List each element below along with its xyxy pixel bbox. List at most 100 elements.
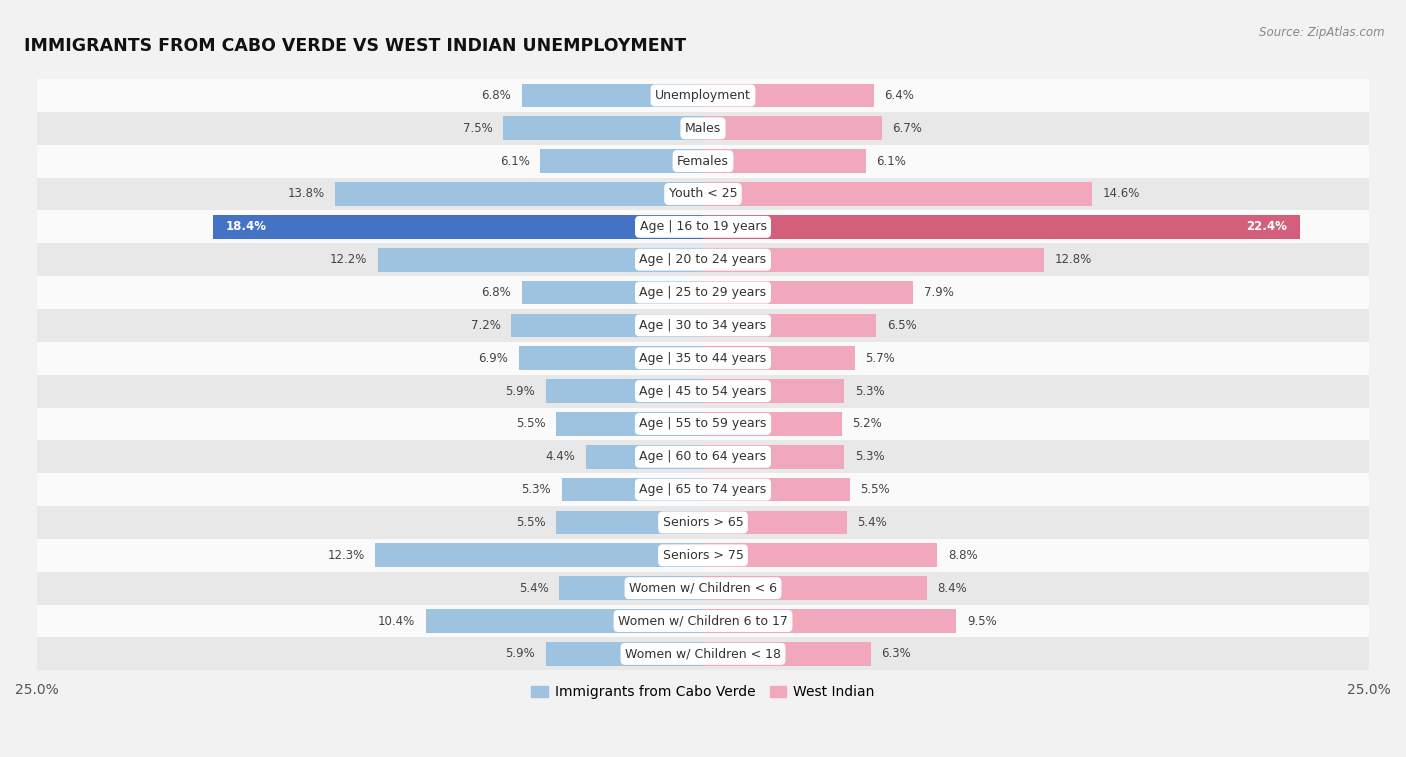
Bar: [375, 544, 703, 567]
Bar: [37, 210, 1369, 243]
Text: 6.1%: 6.1%: [501, 154, 530, 167]
Text: Seniors > 75: Seniors > 75: [662, 549, 744, 562]
Text: 6.9%: 6.9%: [478, 352, 509, 365]
Text: Youth < 25: Youth < 25: [669, 188, 737, 201]
Text: 5.5%: 5.5%: [860, 483, 890, 496]
Text: 12.2%: 12.2%: [330, 253, 367, 266]
Bar: [212, 215, 703, 238]
Bar: [37, 407, 1369, 441]
Bar: [546, 379, 703, 403]
Text: Women w/ Children 6 to 17: Women w/ Children 6 to 17: [619, 615, 787, 628]
Text: 5.9%: 5.9%: [505, 385, 536, 397]
Bar: [378, 248, 703, 272]
Text: 7.9%: 7.9%: [924, 286, 955, 299]
Bar: [586, 445, 703, 469]
Text: Age | 20 to 24 years: Age | 20 to 24 years: [640, 253, 766, 266]
Bar: [703, 478, 849, 501]
Bar: [512, 313, 703, 337]
Text: IMMIGRANTS FROM CABO VERDE VS WEST INDIAN UNEMPLOYMENT: IMMIGRANTS FROM CABO VERDE VS WEST INDIA…: [24, 37, 686, 55]
Bar: [703, 412, 842, 436]
Bar: [37, 441, 1369, 473]
Bar: [37, 539, 1369, 572]
Bar: [703, 642, 870, 665]
Text: 14.6%: 14.6%: [1102, 188, 1140, 201]
Text: 5.3%: 5.3%: [855, 385, 884, 397]
Bar: [522, 281, 703, 304]
Bar: [562, 478, 703, 501]
Bar: [37, 605, 1369, 637]
Bar: [703, 117, 882, 140]
Text: 5.5%: 5.5%: [516, 417, 546, 431]
Bar: [560, 576, 703, 600]
Text: 5.9%: 5.9%: [505, 647, 536, 660]
Text: 22.4%: 22.4%: [1246, 220, 1286, 233]
Bar: [546, 642, 703, 665]
Bar: [557, 412, 703, 436]
Bar: [37, 506, 1369, 539]
Bar: [703, 511, 846, 534]
Text: Women w/ Children < 6: Women w/ Children < 6: [628, 581, 778, 595]
Text: Age | 30 to 34 years: Age | 30 to 34 years: [640, 319, 766, 332]
Bar: [703, 609, 956, 633]
Text: 10.4%: 10.4%: [378, 615, 415, 628]
Bar: [703, 445, 844, 469]
Text: 18.4%: 18.4%: [226, 220, 267, 233]
Bar: [703, 576, 927, 600]
Text: 5.3%: 5.3%: [855, 450, 884, 463]
Text: 8.8%: 8.8%: [948, 549, 977, 562]
Text: Women w/ Children < 18: Women w/ Children < 18: [626, 647, 780, 660]
Bar: [37, 375, 1369, 407]
Text: Seniors > 65: Seniors > 65: [662, 516, 744, 529]
Bar: [703, 215, 1301, 238]
Text: 5.5%: 5.5%: [516, 516, 546, 529]
Bar: [703, 544, 938, 567]
Text: 12.3%: 12.3%: [328, 549, 364, 562]
Text: 6.7%: 6.7%: [893, 122, 922, 135]
Bar: [557, 511, 703, 534]
Bar: [703, 281, 914, 304]
Bar: [37, 243, 1369, 276]
Bar: [519, 347, 703, 370]
Bar: [335, 182, 703, 206]
Bar: [522, 83, 703, 107]
Text: Age | 45 to 54 years: Age | 45 to 54 years: [640, 385, 766, 397]
Bar: [540, 149, 703, 173]
Bar: [703, 149, 866, 173]
Text: 13.8%: 13.8%: [287, 188, 325, 201]
Bar: [37, 473, 1369, 506]
Bar: [703, 182, 1092, 206]
Text: Females: Females: [678, 154, 728, 167]
Text: 5.7%: 5.7%: [866, 352, 896, 365]
Text: 6.3%: 6.3%: [882, 647, 911, 660]
Bar: [37, 342, 1369, 375]
Text: Age | 25 to 29 years: Age | 25 to 29 years: [640, 286, 766, 299]
Text: 9.5%: 9.5%: [967, 615, 997, 628]
Bar: [37, 637, 1369, 670]
Legend: Immigrants from Cabo Verde, West Indian: Immigrants from Cabo Verde, West Indian: [526, 680, 880, 705]
Text: Unemployment: Unemployment: [655, 89, 751, 102]
Text: Males: Males: [685, 122, 721, 135]
Bar: [37, 178, 1369, 210]
Text: 5.3%: 5.3%: [522, 483, 551, 496]
Text: Age | 35 to 44 years: Age | 35 to 44 years: [640, 352, 766, 365]
Bar: [37, 276, 1369, 309]
Text: 7.2%: 7.2%: [471, 319, 501, 332]
Text: Age | 16 to 19 years: Age | 16 to 19 years: [640, 220, 766, 233]
Text: Source: ZipAtlas.com: Source: ZipAtlas.com: [1260, 26, 1385, 39]
Bar: [703, 83, 873, 107]
Bar: [503, 117, 703, 140]
Text: 4.4%: 4.4%: [546, 450, 575, 463]
Bar: [37, 112, 1369, 145]
Bar: [703, 313, 876, 337]
Text: 6.5%: 6.5%: [887, 319, 917, 332]
Text: 6.1%: 6.1%: [876, 154, 905, 167]
Bar: [703, 347, 855, 370]
Text: 7.5%: 7.5%: [463, 122, 492, 135]
Text: 12.8%: 12.8%: [1054, 253, 1092, 266]
Bar: [37, 145, 1369, 178]
Text: 5.4%: 5.4%: [858, 516, 887, 529]
Text: 6.8%: 6.8%: [481, 89, 512, 102]
Text: Age | 65 to 74 years: Age | 65 to 74 years: [640, 483, 766, 496]
Text: Age | 60 to 64 years: Age | 60 to 64 years: [640, 450, 766, 463]
Bar: [703, 248, 1045, 272]
